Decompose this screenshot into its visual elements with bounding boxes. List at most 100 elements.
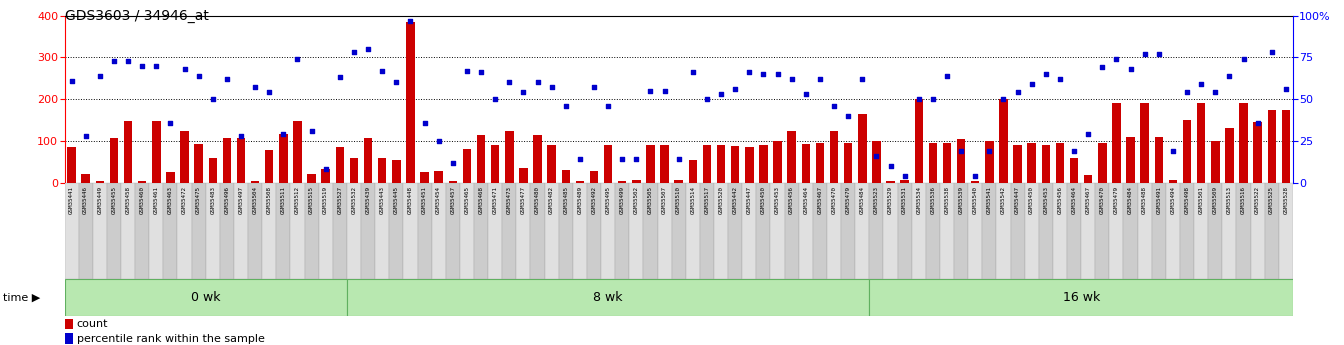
Point — [724, 86, 746, 92]
Bar — [1180, 183, 1193, 279]
Bar — [1011, 183, 1024, 279]
Bar — [1152, 183, 1165, 279]
Point — [852, 76, 874, 82]
Text: GSM35445: GSM35445 — [394, 186, 399, 214]
Point — [1261, 50, 1282, 55]
Point — [301, 128, 323, 134]
Bar — [223, 138, 231, 183]
Point — [286, 56, 308, 62]
Bar — [816, 143, 824, 183]
Point — [866, 153, 887, 159]
Text: 16 wk: 16 wk — [1063, 291, 1099, 304]
Text: GSM35477: GSM35477 — [521, 186, 526, 214]
Text: GSM35511: GSM35511 — [281, 186, 286, 214]
Text: GSM35461: GSM35461 — [153, 186, 159, 214]
Point — [1007, 90, 1028, 95]
Point — [117, 58, 138, 63]
Point — [188, 73, 210, 79]
Bar — [519, 168, 528, 183]
Point — [89, 73, 110, 79]
Bar — [914, 99, 923, 183]
Bar — [1239, 104, 1247, 183]
Text: GSM35465: GSM35465 — [465, 186, 469, 214]
Point — [1247, 120, 1269, 125]
Point — [653, 88, 675, 93]
Bar — [333, 183, 347, 279]
Bar — [277, 183, 290, 279]
Bar — [1024, 183, 1039, 279]
Bar — [773, 141, 782, 183]
Point — [965, 174, 986, 179]
Bar — [770, 183, 785, 279]
Bar — [657, 183, 672, 279]
Point — [583, 85, 605, 90]
Point — [894, 174, 915, 179]
Point — [767, 71, 789, 77]
Text: GSM35456: GSM35456 — [789, 186, 794, 214]
Text: GSM35479: GSM35479 — [845, 186, 851, 214]
Bar — [121, 183, 136, 279]
Bar — [968, 183, 982, 279]
Point — [837, 113, 859, 119]
Bar — [378, 158, 387, 183]
Text: GSM35539: GSM35539 — [958, 186, 964, 214]
Bar — [65, 333, 73, 344]
Point — [456, 68, 477, 73]
Text: GSM35527: GSM35527 — [337, 186, 343, 214]
Bar — [1039, 183, 1052, 279]
Bar — [446, 183, 460, 279]
Bar — [362, 183, 375, 279]
Text: GSM35473: GSM35473 — [507, 186, 512, 214]
Bar — [985, 141, 993, 183]
Bar — [855, 183, 870, 279]
Text: GSM35520: GSM35520 — [719, 186, 723, 214]
Bar — [785, 183, 798, 279]
Bar — [660, 145, 669, 183]
Bar — [926, 183, 939, 279]
Point — [399, 18, 421, 23]
Bar — [1095, 183, 1109, 279]
Bar — [632, 179, 641, 183]
Point — [569, 157, 590, 162]
Text: GSM35471: GSM35471 — [493, 186, 497, 214]
Bar — [1098, 143, 1106, 183]
Point — [60, 78, 82, 83]
Bar — [1070, 158, 1078, 183]
Bar — [700, 183, 714, 279]
Bar — [929, 143, 937, 183]
Bar — [462, 149, 472, 183]
Bar — [474, 183, 488, 279]
Text: GSM35499: GSM35499 — [620, 186, 625, 214]
Text: GSM35501: GSM35501 — [1199, 186, 1204, 214]
Bar — [431, 183, 446, 279]
Bar — [1126, 137, 1134, 183]
Text: GSM35495: GSM35495 — [606, 186, 610, 214]
Bar — [841, 183, 855, 279]
Text: GSM35512: GSM35512 — [294, 186, 300, 214]
Point — [753, 71, 774, 77]
Text: GSM35448: GSM35448 — [409, 186, 413, 214]
Bar — [1013, 145, 1021, 183]
Bar — [503, 183, 516, 279]
Text: GSM35442: GSM35442 — [732, 186, 738, 214]
Point — [427, 138, 449, 144]
Point — [1091, 65, 1113, 70]
Bar — [1141, 104, 1149, 183]
Bar — [562, 170, 570, 183]
Text: GSM35457: GSM35457 — [450, 186, 456, 214]
Bar — [954, 183, 968, 279]
Bar — [406, 22, 415, 183]
Point — [230, 133, 251, 139]
Bar — [616, 183, 629, 279]
Text: GSM35529: GSM35529 — [888, 186, 892, 214]
Text: GSM35532: GSM35532 — [352, 186, 356, 214]
Bar — [982, 183, 996, 279]
Bar — [79, 183, 93, 279]
Bar — [305, 183, 319, 279]
Text: GSM35439: GSM35439 — [366, 186, 371, 214]
Bar — [349, 158, 359, 183]
Point — [1021, 81, 1043, 87]
Text: GSM35454: GSM35454 — [437, 186, 441, 214]
Bar — [603, 145, 613, 183]
Point — [75, 133, 97, 139]
